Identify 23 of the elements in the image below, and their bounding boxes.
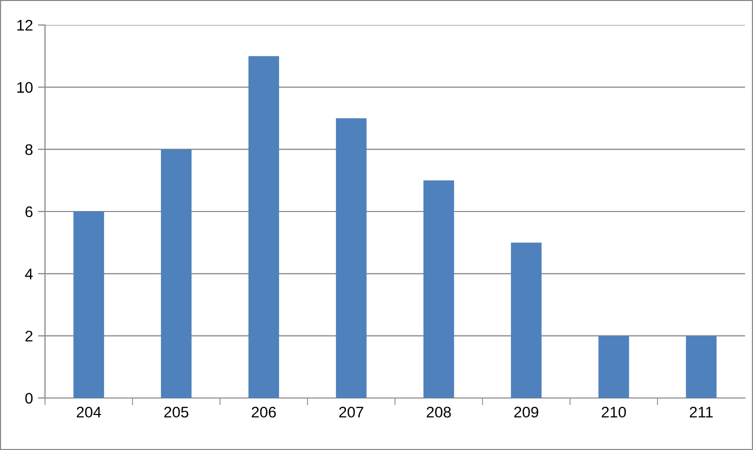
y-tick-label: 2 bbox=[25, 330, 32, 342]
bar bbox=[248, 56, 280, 398]
y-tick-label: 4 bbox=[25, 268, 33, 280]
y-tick-label: 0 bbox=[25, 392, 33, 404]
y-tick-label: 6 bbox=[25, 206, 33, 218]
x-tick-label: 207 bbox=[339, 406, 364, 418]
bar bbox=[686, 336, 717, 398]
x-tick-label: 209 bbox=[514, 406, 538, 418]
y-tick-label: 12 bbox=[17, 20, 32, 31]
x-tick-label: 208 bbox=[426, 406, 451, 418]
bar bbox=[423, 180, 454, 398]
x-tick-label: 211 bbox=[690, 406, 713, 418]
y-tick-label: 10 bbox=[17, 82, 33, 93]
y-tick-label: 8 bbox=[25, 144, 33, 156]
bar bbox=[510, 242, 542, 398]
bar bbox=[73, 212, 104, 398]
x-tick-label: 210 bbox=[602, 406, 626, 418]
bar bbox=[598, 336, 630, 398]
bar bbox=[160, 149, 192, 398]
x-tick-label: 205 bbox=[164, 406, 188, 418]
bar bbox=[336, 118, 367, 398]
x-tick-label: 204 bbox=[76, 406, 102, 418]
x-tick-label: 206 bbox=[252, 406, 276, 418]
